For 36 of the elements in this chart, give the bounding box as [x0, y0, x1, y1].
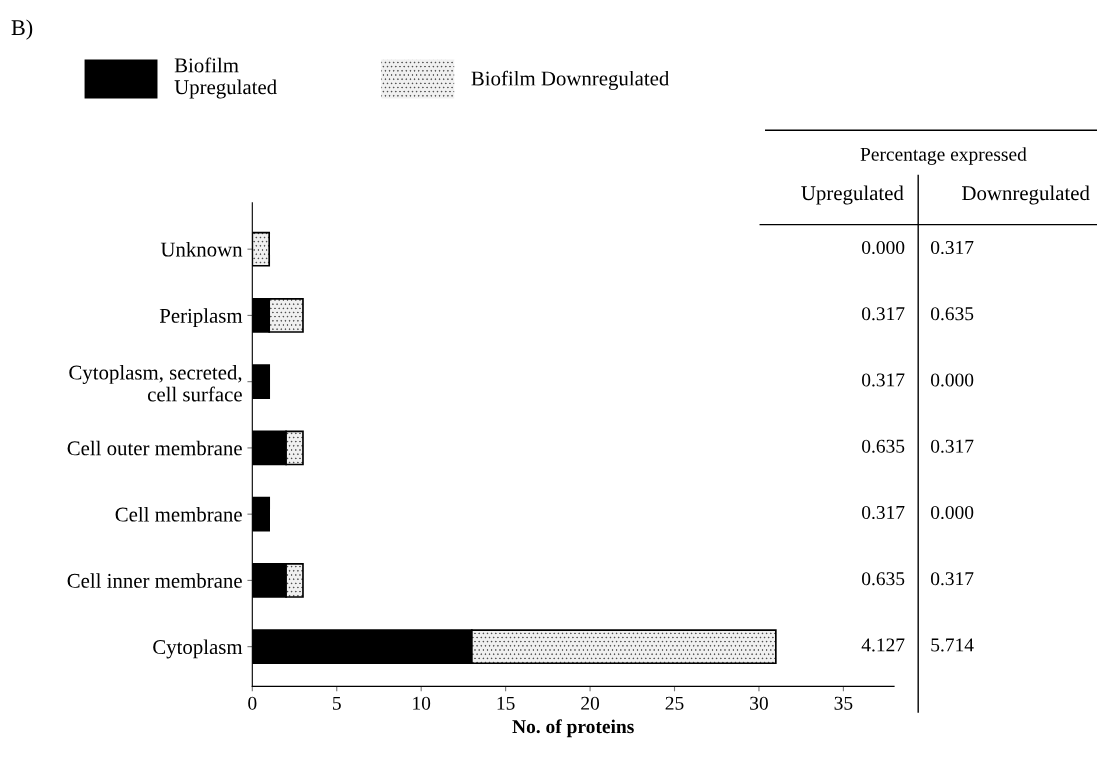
y-tick-label: Periplasm: [159, 308, 243, 328]
x-tick-label: 15: [497, 696, 515, 710]
annotation: 0.635: [862, 439, 905, 453]
text: 0.000: [931, 505, 974, 520]
y-tick-label: Cell membrane: [115, 506, 242, 522]
text: Percentage expressed: [860, 147, 1027, 165]
x-tick-label: 30: [750, 696, 768, 710]
text: 0.635: [931, 307, 974, 321]
y-tick-label: Cytoplasm: [153, 639, 243, 659]
x-tick-label: 25: [665, 696, 684, 710]
text: 0.000: [931, 373, 974, 387]
annotation: Upregulated: [801, 185, 904, 205]
annotation: 0.000: [862, 240, 905, 255]
annotation: 0.317: [862, 373, 905, 387]
legend-label: Biofilm Downregulated: [471, 70, 670, 90]
x-tick-label: 0: [248, 696, 257, 710]
y-tick-label: Unknown: [160, 241, 243, 257]
y-tick-label: Cell outer membrane: [67, 440, 242, 456]
annotation: 4.127: [861, 638, 905, 652]
legend-label: Biofilm Upregulated: [174, 57, 277, 99]
text: 5.714: [931, 638, 974, 652]
text: 0.317: [931, 240, 974, 255]
x-tick-label: 10: [413, 696, 431, 710]
y-tick-label: Cytoplasm, secreted, cell surface: [69, 364, 242, 402]
text: Downregulated: [962, 185, 1090, 205]
x-tick-label: 5: [333, 696, 341, 710]
x-tick-label: 35: [834, 696, 853, 710]
x-tick-label: 20: [581, 696, 600, 710]
text: B): [11, 19, 33, 40]
annotation: 0.317: [862, 307, 905, 321]
annotation: 0.317: [862, 505, 905, 520]
text: 0.317: [931, 439, 974, 453]
y-tick-label: Cell inner membrane: [67, 573, 242, 588]
annotation: 0.635: [862, 572, 905, 586]
x-axis-title: No. of proteins: [512, 719, 634, 738]
text: 0.317: [931, 572, 974, 586]
